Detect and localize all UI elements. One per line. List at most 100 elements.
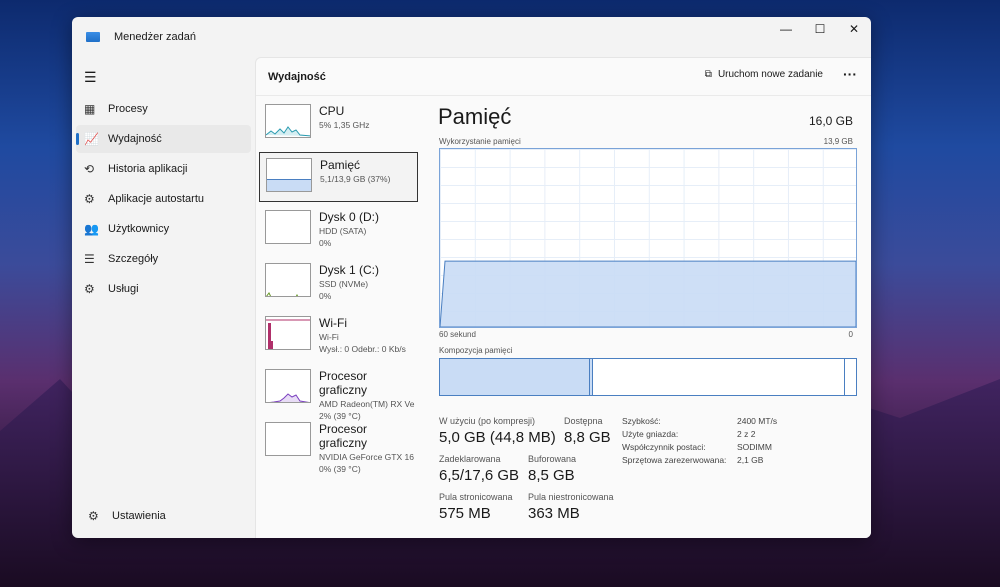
- stat-label: Pula niestronicowana: [528, 492, 614, 502]
- sidebar-item-settings[interactable]: ⚙ Ustawienia: [88, 509, 166, 523]
- stat-value: 6,5/17,6 GB: [439, 467, 520, 484]
- task-manager-window: Menedżer zadań — ☐ ✕ ☰ ▦ Procesy 📈 Wydajnoś…: [72, 17, 871, 538]
- hardware-label: Współczynnik postaci:: [622, 442, 706, 452]
- run-task-icon: ⧉: [704, 69, 712, 80]
- stat-label: W użyciu (po kompresji): [439, 416, 536, 426]
- memory-title: Pamięć: [438, 104, 512, 129]
- device-item[interactable]: Wi-Fi Wi-Fi Wysł.: 0 Odebr.: 0 Kb/s: [259, 311, 418, 361]
- composition-standby: [593, 359, 845, 395]
- hardware-value: SODIMM: [737, 442, 772, 452]
- device-detail: NVIDIA GeForce GTX 16: [319, 452, 414, 462]
- memory-usage-graph: [439, 148, 857, 328]
- x-axis-right: 0: [848, 330, 853, 339]
- device-detail: AMD Radeon(TM) RX Ve: [319, 399, 415, 409]
- device-detail: 5,1/13,9 GB (37%): [320, 174, 391, 184]
- performance-content: Wydajność ⧉ Uruchom nowe zadanie ··· CPU 5…: [255, 57, 871, 538]
- hardware-value: 2400 MT/s: [737, 416, 778, 426]
- device-thumbnail-graph: [266, 158, 312, 192]
- device-item[interactable]: Pamięć 5,1/13,9 GB (37%): [259, 152, 418, 202]
- device-detail: 0% (39 °C): [319, 464, 361, 474]
- device-detail: 2% (39 °C): [319, 411, 361, 421]
- device-title: CPU: [319, 104, 345, 118]
- stat-value: 8,8 GB: [564, 429, 611, 446]
- memory-stat: W użyciu (po kompresji) 5,0 GB (44,8 MB): [439, 416, 556, 446]
- close-button[interactable]: ✕: [848, 22, 860, 36]
- run-new-task-button[interactable]: ⧉ Uruchom nowe zadanie: [704, 69, 823, 80]
- details-icon: ☰: [84, 252, 95, 266]
- sidebar-item-users[interactable]: 👥 Użytkownicy: [76, 215, 251, 243]
- device-item[interactable]: Dysk 1 (C:) SSD (NVMe) 0%: [259, 258, 418, 308]
- hardware-label: Sprzętowa zarezerwowana:: [622, 455, 727, 465]
- stat-value: 5,0 GB (44,8 MB): [439, 429, 556, 446]
- device-item[interactable]: CPU 5% 1,35 GHz: [259, 99, 418, 149]
- sidebar-item-app-history[interactable]: ⟲ Historia aplikacji: [76, 155, 251, 183]
- composition-free: [845, 359, 856, 395]
- memory-total: 16,0 GB: [808, 114, 853, 128]
- device-detail: 0%: [319, 291, 332, 301]
- sidebar-item-label: Historia aplikacji: [108, 163, 188, 175]
- device-thumbnail-graph: [265, 422, 311, 456]
- sidebar-item-processes[interactable]: ▦ Procesy: [76, 95, 251, 123]
- stat-value: 575 MB: [439, 505, 491, 522]
- sidebar-item-details[interactable]: ☰ Szczegóły: [76, 245, 251, 273]
- page-title: Wydajność: [268, 70, 326, 83]
- stat-label: Pula stronicowana: [439, 492, 513, 502]
- memory-stat: Dostępna 8,8 GB: [564, 416, 611, 446]
- device-item[interactable]: Procesor graficzny NVIDIA GeForce GTX 16 0…: [259, 417, 418, 474]
- device-title: Dysk 1 (C:): [319, 263, 379, 277]
- device-thumbnail-graph: [265, 104, 311, 138]
- title-bar: Menedżer zadań — ☐ ✕: [72, 17, 871, 57]
- hamburger-menu-icon[interactable]: ☰: [84, 69, 97, 85]
- x-axis-left: 60 sekund: [439, 330, 476, 339]
- users-icon: 👥: [84, 222, 99, 236]
- memory-stat: Pula stronicowana 575 MB: [439, 492, 513, 522]
- memory-stat: Buforowana 8,5 GB: [528, 454, 576, 484]
- sidebar-item-label: Procesy: [108, 103, 148, 115]
- device-detail: SSD (NVMe): [319, 279, 369, 289]
- sidebar-item-services[interactable]: ⚙ Usługi: [76, 275, 251, 303]
- sidebar-item-label: Użytkownicy: [108, 223, 170, 235]
- minimize-button[interactable]: —: [780, 22, 792, 36]
- device-thumbnail-graph: [265, 316, 311, 350]
- sidebar-item-label: Wydajność: [108, 133, 162, 145]
- stat-value: 8,5 GB: [528, 467, 575, 484]
- device-thumbnail-graph: [265, 369, 311, 403]
- sidebar-item-startup-apps[interactable]: ⚙ Aplikacje autostartu: [76, 185, 251, 213]
- stat-label: Dostępna: [564, 416, 603, 426]
- composition-label: Kompozycja pamięci: [439, 346, 513, 355]
- stat-value: 363 MB: [528, 505, 580, 522]
- gear-icon: ⚙: [88, 509, 99, 523]
- device-thumbnail-graph: [265, 210, 311, 244]
- device-title: Dysk 0 (D:): [319, 210, 379, 224]
- sidebar-item-label: Szczegóły: [108, 253, 159, 265]
- sidebar: ☰ ▦ Procesy 📈 Wydajność ⟲ Historia aplikacji ⚙…: [72, 57, 255, 538]
- memory-composition-bar: [439, 358, 857, 396]
- composition-modified: [590, 359, 593, 395]
- hardware-label: Szybkość:: [622, 416, 661, 426]
- stat-label: Zadeklarowana: [439, 454, 501, 464]
- hardware-value: 2 z 2: [737, 429, 756, 439]
- device-detail: 0%: [319, 238, 332, 248]
- services-icon: ⚙: [84, 282, 95, 296]
- device-detail: Wysł.: 0 Odebr.: 0 Kb/s: [319, 344, 406, 354]
- device-list: CPU 5% 1,35 GHz Pamięć 5,1/13,9 GB (37%) Dys…: [256, 96, 421, 474]
- composition-in-use: [440, 359, 590, 395]
- maximize-button[interactable]: ☐: [814, 22, 826, 36]
- more-options-button[interactable]: ···: [843, 66, 857, 82]
- sidebar-item-performance[interactable]: 📈 Wydajność: [76, 125, 251, 153]
- device-title: Pamięć: [320, 158, 361, 172]
- device-item[interactable]: Procesor graficzny AMD Radeon(TM) RX Ve 2%…: [259, 364, 418, 421]
- device-detail: 5% 1,35 GHz: [319, 120, 370, 130]
- hardware-value: 2,1 GB: [737, 455, 764, 465]
- memory-stat: Zadeklarowana 6,5/17,6 GB: [439, 454, 519, 484]
- app-history-icon: ⟲: [84, 162, 95, 176]
- device-title: Procesor graficzny: [319, 369, 368, 397]
- usage-max: 13,9 GB: [823, 137, 853, 146]
- device-item[interactable]: Dysk 0 (D:) HDD (SATA) 0%: [259, 205, 418, 255]
- device-detail: Wi-Fi: [319, 332, 339, 342]
- hardware-label: Użyte gniazda:: [622, 429, 679, 439]
- device-title: Wi-Fi: [319, 316, 347, 330]
- device-detail: HDD (SATA): [319, 226, 367, 236]
- app-icon: [86, 32, 100, 42]
- window-title: Menedżer zadań: [114, 31, 196, 43]
